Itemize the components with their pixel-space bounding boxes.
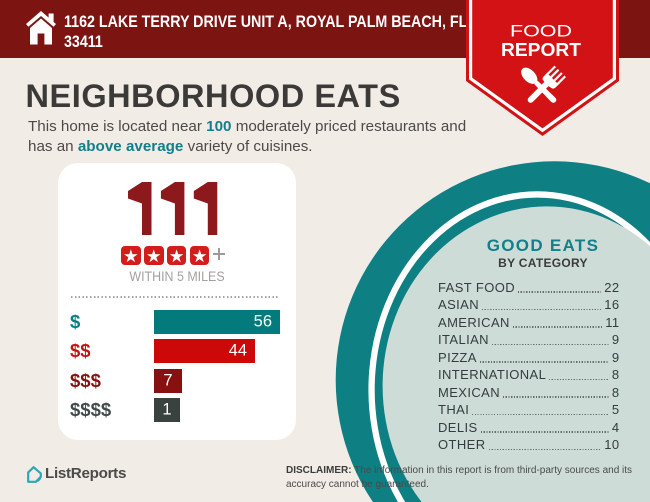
svg-text:REPORT: REPORT [501, 40, 581, 60]
svg-text:FOOD: FOOD [510, 23, 572, 41]
